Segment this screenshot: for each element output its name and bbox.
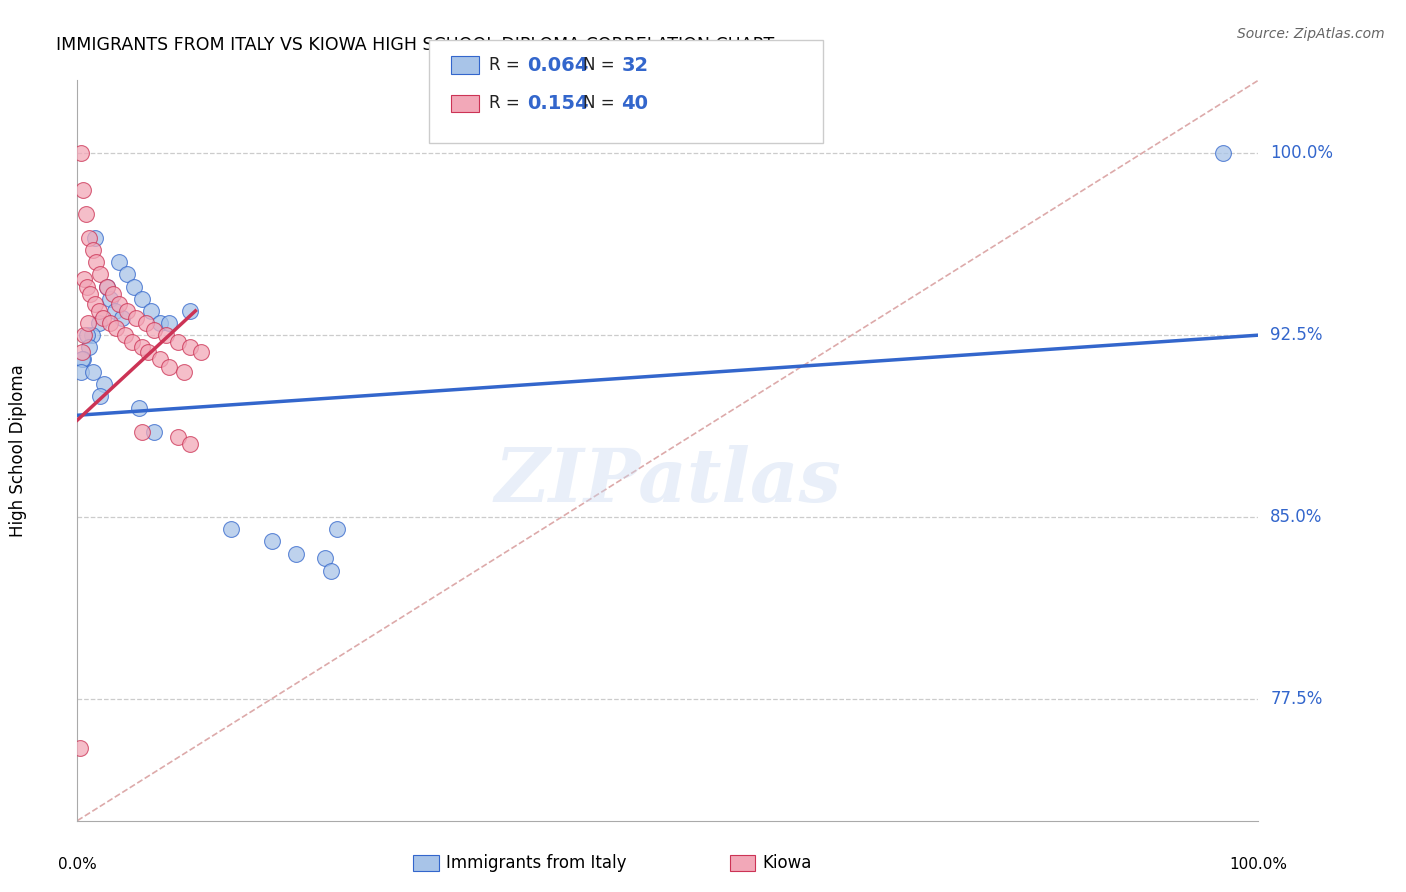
Text: Immigrants from Italy: Immigrants from Italy (446, 855, 626, 872)
Point (82, 243, 104, 257)
Point (100, 292, 122, 306)
Point (135, 316, 157, 330)
Point (73, 328, 96, 343)
Point (93, 376, 115, 391)
Text: 85.0%: 85.0% (1270, 508, 1323, 526)
Point (76, 279, 98, 293)
Point (173, 365, 195, 379)
Point (96, 279, 118, 293)
Point (284, 547, 307, 561)
Point (82, 365, 104, 379)
Point (77, 231, 100, 245)
Point (79, 286, 101, 301)
Point (136, 345, 159, 359)
Point (107, 296, 129, 310)
Point (143, 425, 166, 440)
Text: Source: ZipAtlas.com: Source: ZipAtlas.com (1237, 27, 1385, 41)
Text: N =: N = (583, 95, 620, 112)
Point (159, 316, 181, 330)
Point (179, 340, 201, 354)
Point (70, 146, 93, 161)
Point (166, 430, 188, 444)
Point (89, 389, 111, 403)
Point (84, 255, 107, 269)
Point (131, 340, 153, 354)
Point (105, 321, 128, 335)
Text: 100.0%: 100.0% (1270, 145, 1333, 162)
Point (149, 316, 172, 330)
Point (70, 345, 93, 359)
Point (131, 425, 153, 440)
Text: Kiowa: Kiowa (762, 855, 811, 872)
Point (75, 207, 97, 221)
Text: ZIPatlas: ZIPatlas (495, 444, 841, 517)
Point (321, 564, 343, 578)
Point (326, 522, 349, 536)
Text: 100.0%: 100.0% (1229, 857, 1288, 872)
Text: 92.5%: 92.5% (1270, 326, 1323, 344)
Point (114, 328, 136, 343)
Text: R =: R = (489, 56, 526, 74)
Point (125, 311, 148, 326)
Point (143, 323, 166, 337)
Point (107, 255, 129, 269)
Point (77, 316, 100, 330)
Text: 0.0%: 0.0% (58, 857, 97, 872)
Point (262, 534, 284, 549)
Point (91, 311, 114, 326)
Text: R =: R = (489, 95, 526, 112)
Text: 0.064: 0.064 (527, 55, 589, 75)
Point (84, 231, 107, 245)
Point (72, 182, 94, 196)
Point (80, 328, 103, 343)
Text: 0.154: 0.154 (527, 94, 589, 113)
Point (159, 359, 181, 374)
Text: 32: 32 (621, 55, 648, 75)
Point (139, 304, 162, 318)
Point (70, 352, 93, 367)
Point (190, 345, 212, 359)
Point (96, 279, 118, 293)
Text: IMMIGRANTS FROM ITALY VS KIOWA HIGH SCHOOL DIPLOMA CORRELATION CHART: IMMIGRANTS FROM ITALY VS KIOWA HIGH SCHO… (56, 36, 775, 54)
Point (104, 304, 127, 318)
Point (179, 437, 201, 451)
Point (155, 328, 177, 343)
Point (100, 316, 122, 330)
Point (70, 365, 93, 379)
Point (72, 352, 94, 367)
Point (128, 401, 150, 415)
Point (131, 292, 153, 306)
Point (149, 352, 172, 367)
Point (121, 335, 143, 350)
Text: N =: N = (583, 56, 620, 74)
Point (115, 268, 138, 282)
Text: 40: 40 (621, 94, 648, 113)
Point (76, 328, 98, 343)
Point (69, 740, 91, 755)
Text: 77.5%: 77.5% (1270, 690, 1323, 708)
Point (166, 335, 188, 350)
Point (111, 311, 134, 326)
Point (77, 340, 100, 354)
Point (87, 316, 110, 330)
Point (219, 522, 242, 536)
Point (84, 296, 107, 310)
Point (1212, 146, 1234, 161)
Point (179, 304, 201, 318)
Point (122, 279, 145, 293)
Point (115, 304, 138, 318)
Point (314, 551, 336, 566)
Point (101, 286, 124, 301)
Point (73, 272, 96, 286)
Point (89, 268, 111, 282)
Point (87, 304, 110, 318)
Text: High School Diploma: High School Diploma (10, 364, 27, 537)
